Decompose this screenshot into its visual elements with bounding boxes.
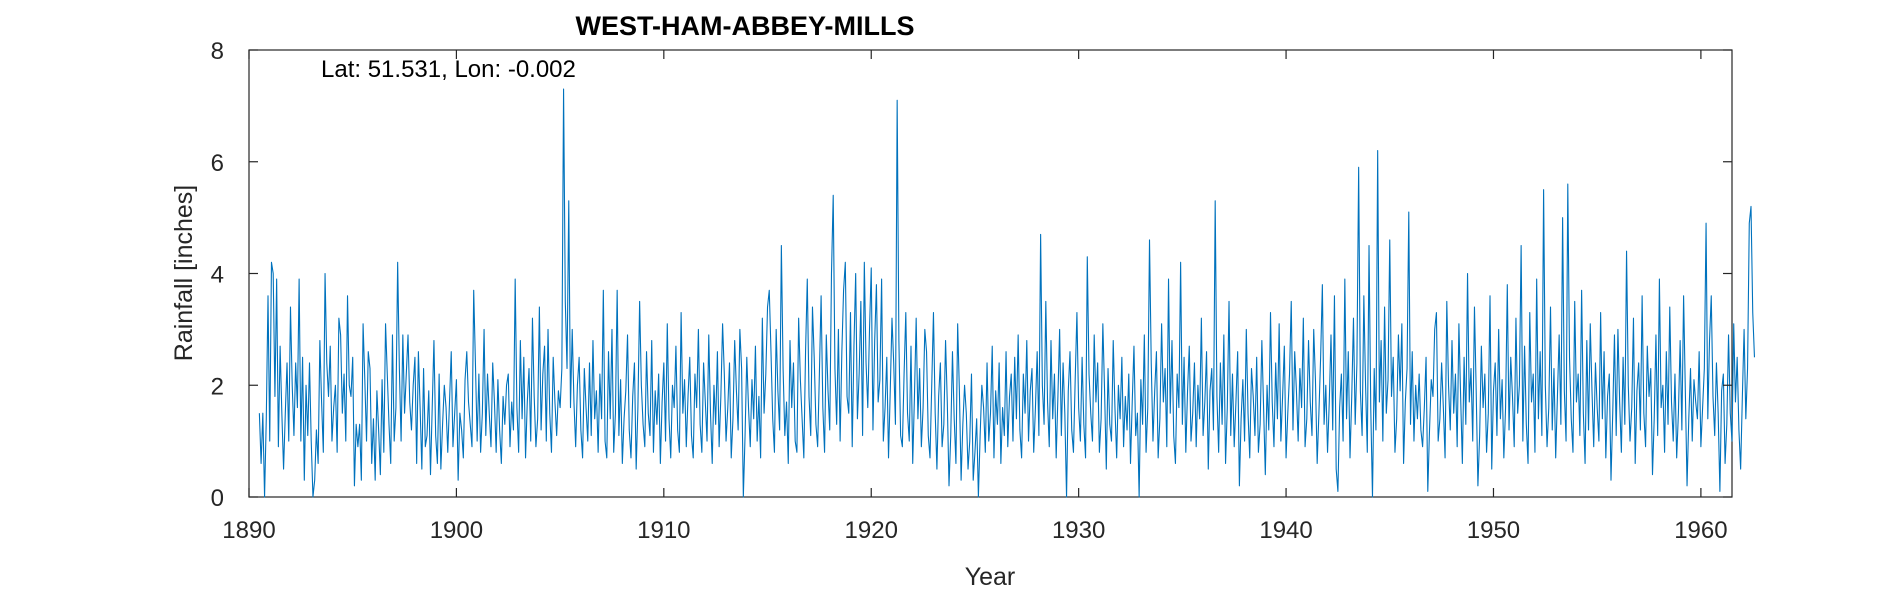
y-tick-label: 8 [211,38,224,65]
y-tick-label: 2 [211,373,224,400]
x-tick-label: 1940 [1259,517,1312,544]
x-tick-label: 1950 [1467,517,1520,544]
y-tick-label: 0 [211,485,224,512]
x-tick-label: 1910 [637,517,690,544]
series-layer [258,88,1756,498]
y-ticks: 0 2 4 6 8 [211,38,1732,512]
plot-area: Lat: 51.531, Lon: -0.002 1890 1900 1910 192… [211,38,1756,544]
x-tick-label: 1930 [1052,517,1105,544]
y-axis-label: Rainfall [inches] [170,185,198,361]
chart-title: WEST-HAM-ABBEY-MILLS [576,11,915,41]
x-tick-label: 1900 [430,517,483,544]
x-tick-label: 1920 [845,517,898,544]
y-tick-label: 6 [211,150,224,177]
x-tick-label: 1890 [222,517,275,544]
rainfall-series-line [258,88,1756,498]
x-ticks: 1890 1900 1910 1920 1930 1940 1950 1960 [222,50,1728,544]
x-axis-label: Year [965,563,1016,591]
y-tick-label: 4 [211,262,224,289]
x-tick-label: 1960 [1674,517,1727,544]
location-annotation: Lat: 51.531, Lon: -0.002 [321,56,576,83]
